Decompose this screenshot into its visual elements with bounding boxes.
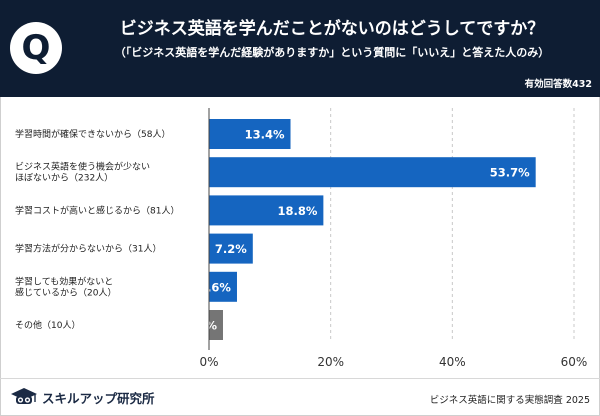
respondent-count: 有効回答数432 — [524, 79, 592, 90]
question-badge: Q — [10, 22, 62, 74]
x-tick-label: 60% — [561, 355, 588, 369]
bar — [209, 119, 291, 149]
category-label: 学習コストが高いと感じるから（81人） — [15, 204, 179, 216]
bar — [209, 310, 223, 340]
bar — [209, 233, 253, 264]
page-title: ビジネス英語を学んだことがないのはどうしてですか？ — [119, 19, 545, 39]
bar — [209, 195, 324, 226]
data-label: 18.8% — [277, 204, 317, 218]
data-label: 2.3% — [185, 319, 217, 333]
brand-logo: スキルアップ研究所 — [10, 386, 155, 408]
x-tick-label: 0% — [199, 355, 218, 369]
category-label: ほぼないから（232人） — [15, 173, 113, 184]
x-tick-label: 20% — [317, 355, 344, 369]
data-label: 13.4% — [245, 128, 285, 142]
category-label: その他（10人） — [15, 319, 80, 331]
category-label: 学習方法が分からないから（31人） — [15, 243, 161, 255]
category-label: 学習しても効果がないと — [15, 275, 113, 287]
bar — [209, 157, 536, 188]
data-label: 7.2% — [215, 242, 247, 256]
graduation-cap-icon — [11, 388, 37, 404]
data-label: 53.7% — [490, 166, 530, 180]
footer-divider — [0, 378, 600, 379]
bar — [209, 271, 237, 302]
survey-source: ビジネス英語に関する実態調査 2025 — [429, 395, 590, 406]
data-label: 4.6% — [199, 280, 231, 294]
x-tick-label: 40% — [439, 355, 466, 369]
page-subtitle: （「ビジネス英語を学んだ経験がありますか」という質問に「いいえ」と答えた人のみ） — [114, 46, 550, 59]
category-label: 学習時間が確保できないから（58人） — [15, 128, 170, 140]
header-banner: Q ビジネス英語を学んだことがないのはどうしてですか？ （「ビジネス英語を学んだ… — [0, 0, 600, 97]
brand-name: スキルアップ研究所 — [42, 390, 155, 406]
category-label: 感じているから（20人） — [15, 286, 116, 298]
category-label: ビジネス英語を使う機会が少ない — [15, 161, 150, 173]
